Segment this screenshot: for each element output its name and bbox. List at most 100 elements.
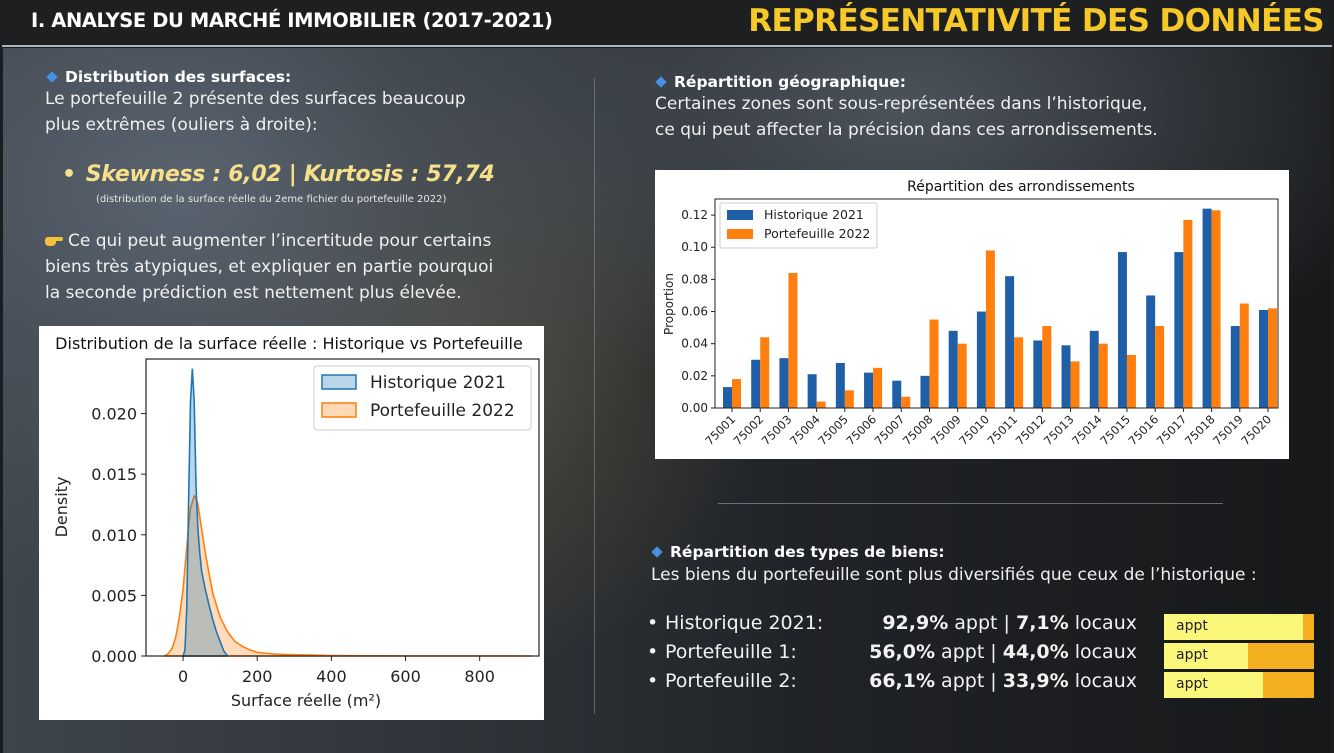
bar-historique-75005: [835, 362, 845, 408]
skewness-kurtosis-metrics: • Skewness : 6,02 | Kurtosis : 57,74: [62, 162, 495, 187]
bar-portefeuille-75006: [873, 367, 883, 408]
bar-portefeuille-75007: [901, 396, 911, 408]
top-bar: I. ANALYSE DU MARCHÉ IMMOBILIER (2017-20…: [0, 0, 1334, 47]
x-tick-label: 200: [242, 667, 273, 686]
row-label: Historique 2021:: [665, 612, 824, 634]
bar-portefeuille-75008: [929, 319, 939, 408]
surfaces-heading: Distribution des surfaces:: [46, 68, 565, 86]
y-tick-label: 0.08: [681, 272, 708, 286]
appt-fill: [1164, 643, 1248, 669]
bar-historique-75010: [976, 311, 986, 408]
x-tick-label: 75013: [1041, 412, 1077, 448]
pointing-hand-icon: [45, 235, 63, 247]
legend: Historique 2021 Portefeuille 2022: [313, 365, 532, 431]
bar-portefeuille-75005: [844, 390, 854, 408]
types-text: Les biens du portefeuille sont plus dive…: [651, 565, 1257, 585]
types-heading-text: Répartition des types de biens:: [670, 543, 945, 561]
row-stats: 56,0% appt | 44,0% locaux: [869, 641, 1137, 663]
bar-historique-75019: [1230, 326, 1240, 408]
share-bar: appt: [1164, 614, 1314, 640]
bar-portefeuille-75002: [760, 337, 770, 408]
bar-portefeuille-75018: [1211, 210, 1221, 408]
bar-historique-75001: [723, 387, 732, 408]
surfaces-heading-text: Distribution des surfaces:: [65, 68, 292, 86]
y-tick-label: 0.000: [91, 647, 137, 666]
bar-label: appt: [1176, 647, 1208, 663]
metrics-note: (distribution de la surface réelle du 2e…: [96, 194, 447, 205]
bar-portefeuille-75013: [1070, 361, 1080, 408]
bar-portefeuille-75009: [957, 343, 967, 408]
bar-portefeuille-75012: [1042, 326, 1052, 408]
x-tick-label: 75014: [1069, 412, 1105, 448]
legend-label: Historique 2021: [764, 207, 864, 222]
x-axis-label: Surface réelle (m²): [231, 691, 381, 710]
x-tick-label: 75019: [1210, 412, 1246, 448]
bar-historique-75012: [1033, 340, 1043, 408]
bar-historique-75004: [807, 374, 817, 408]
appt-fill: [1164, 672, 1264, 698]
list-item: • Historique 2021: 92,9% appt | 7,1% loc…: [647, 612, 1327, 641]
locaux-word: locaux: [1068, 641, 1137, 663]
property-type-list: • Historique 2021: 92,9% appt | 7,1% loc…: [647, 612, 1327, 699]
chart-title: Répartition des arrondissements: [907, 179, 1135, 195]
kde-chart: Distribution de la surface réelle : Hist…: [52, 334, 540, 710]
bar-historique-75013: [1061, 345, 1071, 408]
metrics-value: Skewness : 6,02 | Kurtosis : 57,74: [85, 162, 495, 187]
surfaces-section: Distribution des surfaces: Le portefeuil…: [45, 68, 565, 138]
plot-frame: [145, 358, 540, 657]
surfaces-text-line: plus extrêmes (ouliers à droite):: [45, 115, 318, 135]
x-tick-label: 75002: [731, 412, 767, 448]
bar-historique-75003: [779, 358, 789, 408]
y-tick-label: 0.010: [91, 526, 137, 545]
list-item: • Portefeuille 1: 56,0% appt | 44,0% loc…: [647, 641, 1327, 670]
vertical-divider: [594, 78, 595, 714]
plot-frame: [714, 198, 1279, 409]
legend-label: Historique 2021: [370, 373, 506, 393]
row-label: Portefeuille 2:: [665, 670, 797, 692]
chart-title: Distribution de la surface réelle : Hist…: [55, 334, 523, 353]
geo-heading-text: Répartition géographique:: [674, 73, 906, 91]
legend-box: [313, 365, 532, 431]
geo-heading: Répartition géographique:: [655, 73, 1295, 91]
x-tick-label: 75004: [787, 412, 823, 448]
legend-swatch-portefeuille: [727, 229, 753, 239]
types-section: Répartition des types de biens: Les bien…: [651, 543, 1331, 588]
bar-portefeuille-75014: [1098, 343, 1108, 408]
list-item: • Portefeuille 2: 66,1% appt | 33,9% loc…: [647, 670, 1327, 699]
x-tick-label: 400: [316, 667, 347, 686]
x-tick-label: 75007: [872, 412, 908, 448]
geo-text-line: ce qui peut affecter la précision dans c…: [655, 120, 1158, 140]
diamond-bullet-icon: [651, 545, 663, 558]
bar-portefeuille-75003: [788, 272, 798, 408]
y-tick-label: 0.015: [91, 465, 137, 484]
geo-text-line: Certaines zones sont sous-représentées d…: [655, 94, 1148, 114]
x-tick-label: 75015: [1097, 412, 1133, 448]
x-tick-label: 75008: [900, 412, 936, 448]
legend-label: Portefeuille 2022: [764, 226, 870, 241]
x-tick-label: 75005: [815, 412, 851, 448]
arrondissement-bar-chart: Répartition des arrondissements 0.00 0.02…: [662, 179, 1279, 448]
bar-portefeuille-75019: [1239, 303, 1249, 408]
legend-label: Portefeuille 2022: [370, 401, 515, 421]
bar-historique-75006: [864, 372, 874, 408]
locaux-word: locaux: [1068, 612, 1137, 634]
bullet: •: [647, 641, 659, 663]
locaux-pct: 33,9%: [1002, 670, 1069, 692]
bar-historique-75014: [1089, 330, 1099, 408]
appt-word: appt |: [935, 670, 1003, 692]
horizontal-divider: [718, 503, 1223, 504]
bar-historique-75017: [1174, 252, 1184, 408]
y-axis-label: Density: [52, 477, 71, 538]
legend-box: [719, 202, 878, 249]
page-title: REPRÉSENTATIVITÉ DES DONNÉES: [748, 3, 1324, 39]
share-bar: appt: [1164, 672, 1314, 698]
bar-portefeuille-75001: [732, 379, 741, 408]
bar-portefeuille-75020: [1268, 308, 1277, 408]
geo-section: Répartition géographique: Certaines zone…: [655, 73, 1295, 143]
appt-word: appt |: [948, 612, 1016, 634]
share-bar: appt: [1164, 643, 1314, 669]
appt-fill: [1164, 614, 1304, 640]
density-curve-historique: [181, 368, 230, 657]
density-curve-portefeuille: [161, 494, 532, 657]
y-tick-label: 0.02: [681, 369, 708, 383]
